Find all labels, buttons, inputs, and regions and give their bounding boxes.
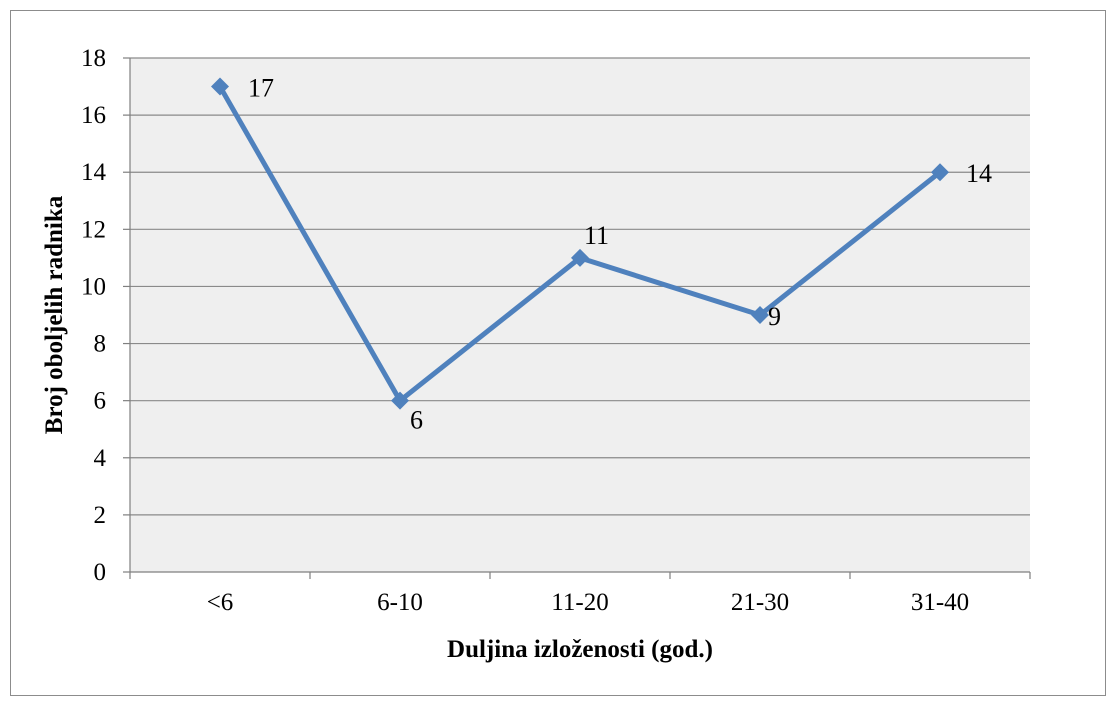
y-tick-label-0: 0 — [94, 559, 107, 586]
y-tick-label-7: 14 — [81, 159, 107, 186]
plot-area — [130, 58, 1030, 572]
gridlines — [123, 57, 1030, 573]
data-labels: 17 6 11 9 14 — [248, 74, 992, 435]
data-point-3 — [751, 306, 769, 324]
y-tick-label-5: 10 — [81, 273, 106, 300]
data-label-2: 11 — [584, 221, 609, 250]
y-tick-label-6: 12 — [81, 216, 106, 243]
x-tick-label-0: <6 — [207, 589, 234, 616]
data-point-1 — [391, 391, 409, 410]
x-axis-title: Duljina izloženosti (god.) — [447, 636, 713, 663]
data-label-4: 14 — [966, 159, 992, 188]
data-point-2 — [571, 248, 589, 267]
x-tick-label-2: 11-20 — [551, 589, 608, 616]
x-tick-label-4: 31-40 — [911, 589, 969, 616]
data-point-0 — [211, 77, 229, 96]
series-line-group — [211, 77, 949, 410]
x-tick-label-1: 6-10 — [377, 589, 423, 616]
x-tick-labels: <6 6-10 11-20 21-30 31-40 — [207, 589, 969, 616]
y-tick-label-1: 2 — [94, 502, 107, 529]
x-tick-label-3: 21-30 — [731, 589, 789, 616]
y-tick-label-2: 4 — [94, 445, 107, 472]
data-label-1: 6 — [410, 406, 423, 435]
data-point-4 — [931, 163, 949, 182]
y-axis-title: Broj oboljelih radnika — [41, 195, 68, 434]
y-tick-labels: 0 2 4 6 8 10 12 14 16 18 — [81, 45, 107, 586]
axes — [129, 58, 1031, 579]
y-tick-label-4: 8 — [94, 331, 107, 358]
y-tick-label-9: 18 — [81, 45, 106, 72]
data-label-3: 9 — [768, 302, 781, 331]
data-label-0: 17 — [248, 74, 274, 103]
y-tick-label-3: 6 — [94, 388, 107, 415]
y-tick-label-8: 16 — [81, 102, 106, 129]
